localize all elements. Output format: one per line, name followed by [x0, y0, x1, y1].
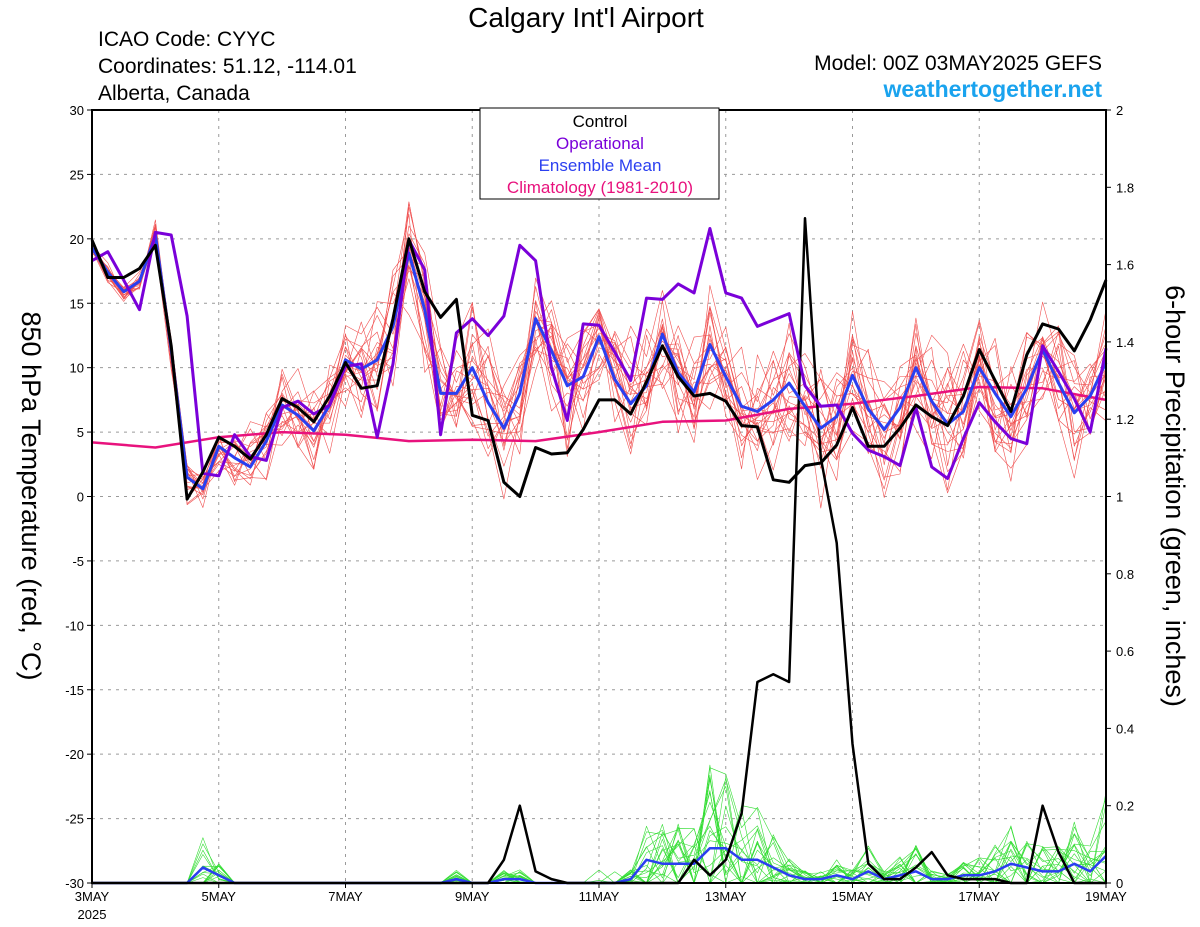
ytick-left-label: 20 [70, 232, 84, 247]
model-run: Model: 00Z 03MAY2025 GEFS [814, 52, 1102, 75]
ytick-right-label: 1.2 [1116, 412, 1134, 427]
legend-mean: Ensemble Mean [539, 156, 662, 175]
ytick-right-label: 1 [1116, 490, 1123, 505]
ytick-right-label: 1.6 [1116, 258, 1134, 273]
ytick-left-label: -20 [65, 747, 84, 762]
ytick-right-label: 1.4 [1116, 335, 1134, 350]
temp-member-line [91, 201, 1107, 491]
ytick-right-label: 0.2 [1116, 799, 1134, 814]
temp-mean-line [90, 233, 1108, 491]
xtick-label: 3MAY [75, 889, 110, 904]
xtick-label: 9MAY [455, 889, 490, 904]
xtick-sublabel: 2025 [78, 907, 107, 922]
xtick-label: 11MAY [579, 889, 620, 904]
ytick-right-label: 0.8 [1116, 567, 1134, 582]
ytick-right-label: 1.8 [1116, 180, 1134, 195]
xtick-label: 17MAY [958, 889, 1000, 904]
xtick-label: 5MAY [202, 889, 237, 904]
ytick-left-label: -15 [65, 683, 84, 698]
temp-member-line [91, 230, 1107, 500]
xtick-label: 13MAY [705, 889, 747, 904]
ytick-right-label: 0 [1116, 876, 1123, 891]
legend-control: Control [573, 112, 628, 131]
ytick-left-label: -5 [72, 554, 84, 569]
precip-member-line [92, 790, 1107, 884]
ylabel-right: 6-hour Precipitation (green, inches) [1160, 285, 1190, 707]
ytick-left-label: 25 [70, 167, 84, 182]
coordinates: Coordinates: 51.12, -114.01 [98, 55, 357, 78]
ytick-left-label: -30 [65, 876, 84, 891]
xtick-label: 19MAY [1085, 889, 1127, 904]
temp-operational-line [91, 227, 1108, 480]
temp-member-line [91, 202, 1107, 481]
ytick-left-label: 15 [70, 296, 84, 311]
ytick-left-label: -10 [65, 618, 84, 633]
tick-labels: 302520151050-5-10-15-20-25-3021.81.61.41… [65, 103, 1134, 922]
ytick-right-label: 0.6 [1116, 644, 1134, 659]
legend-box [479, 107, 720, 200]
ylabel-left: 850 hPa Temperature (red, °C) [16, 312, 46, 681]
ytick-left-label: 5 [77, 425, 84, 440]
ytick-right-label: 2 [1116, 103, 1123, 118]
temp-control-line [90, 237, 1108, 501]
grid-lines [92, 110, 1106, 883]
ytick-left-label: 30 [70, 103, 84, 118]
chart-title: Calgary Int'l Airport [468, 2, 704, 33]
legend-operational: Operational [556, 134, 644, 153]
legend-climatology: Climatology (1981-2010) [507, 178, 693, 197]
ytick-left-label: -25 [65, 812, 84, 827]
legend: Control Operational Ensemble Mean Climat… [479, 107, 720, 200]
icao-code: ICAO Code: CYYC [98, 28, 276, 51]
xtick-label: 15MAY [832, 889, 874, 904]
region: Alberta, Canada [98, 82, 250, 105]
ytick-left-label: 10 [70, 361, 84, 376]
ytick-left-label: 0 [77, 490, 84, 505]
site-link[interactable]: weathertogether.net [883, 76, 1102, 102]
xtick-label: 7MAY [328, 889, 363, 904]
climatology-line [91, 385, 1107, 449]
ytick-right-label: 0.4 [1116, 721, 1134, 736]
